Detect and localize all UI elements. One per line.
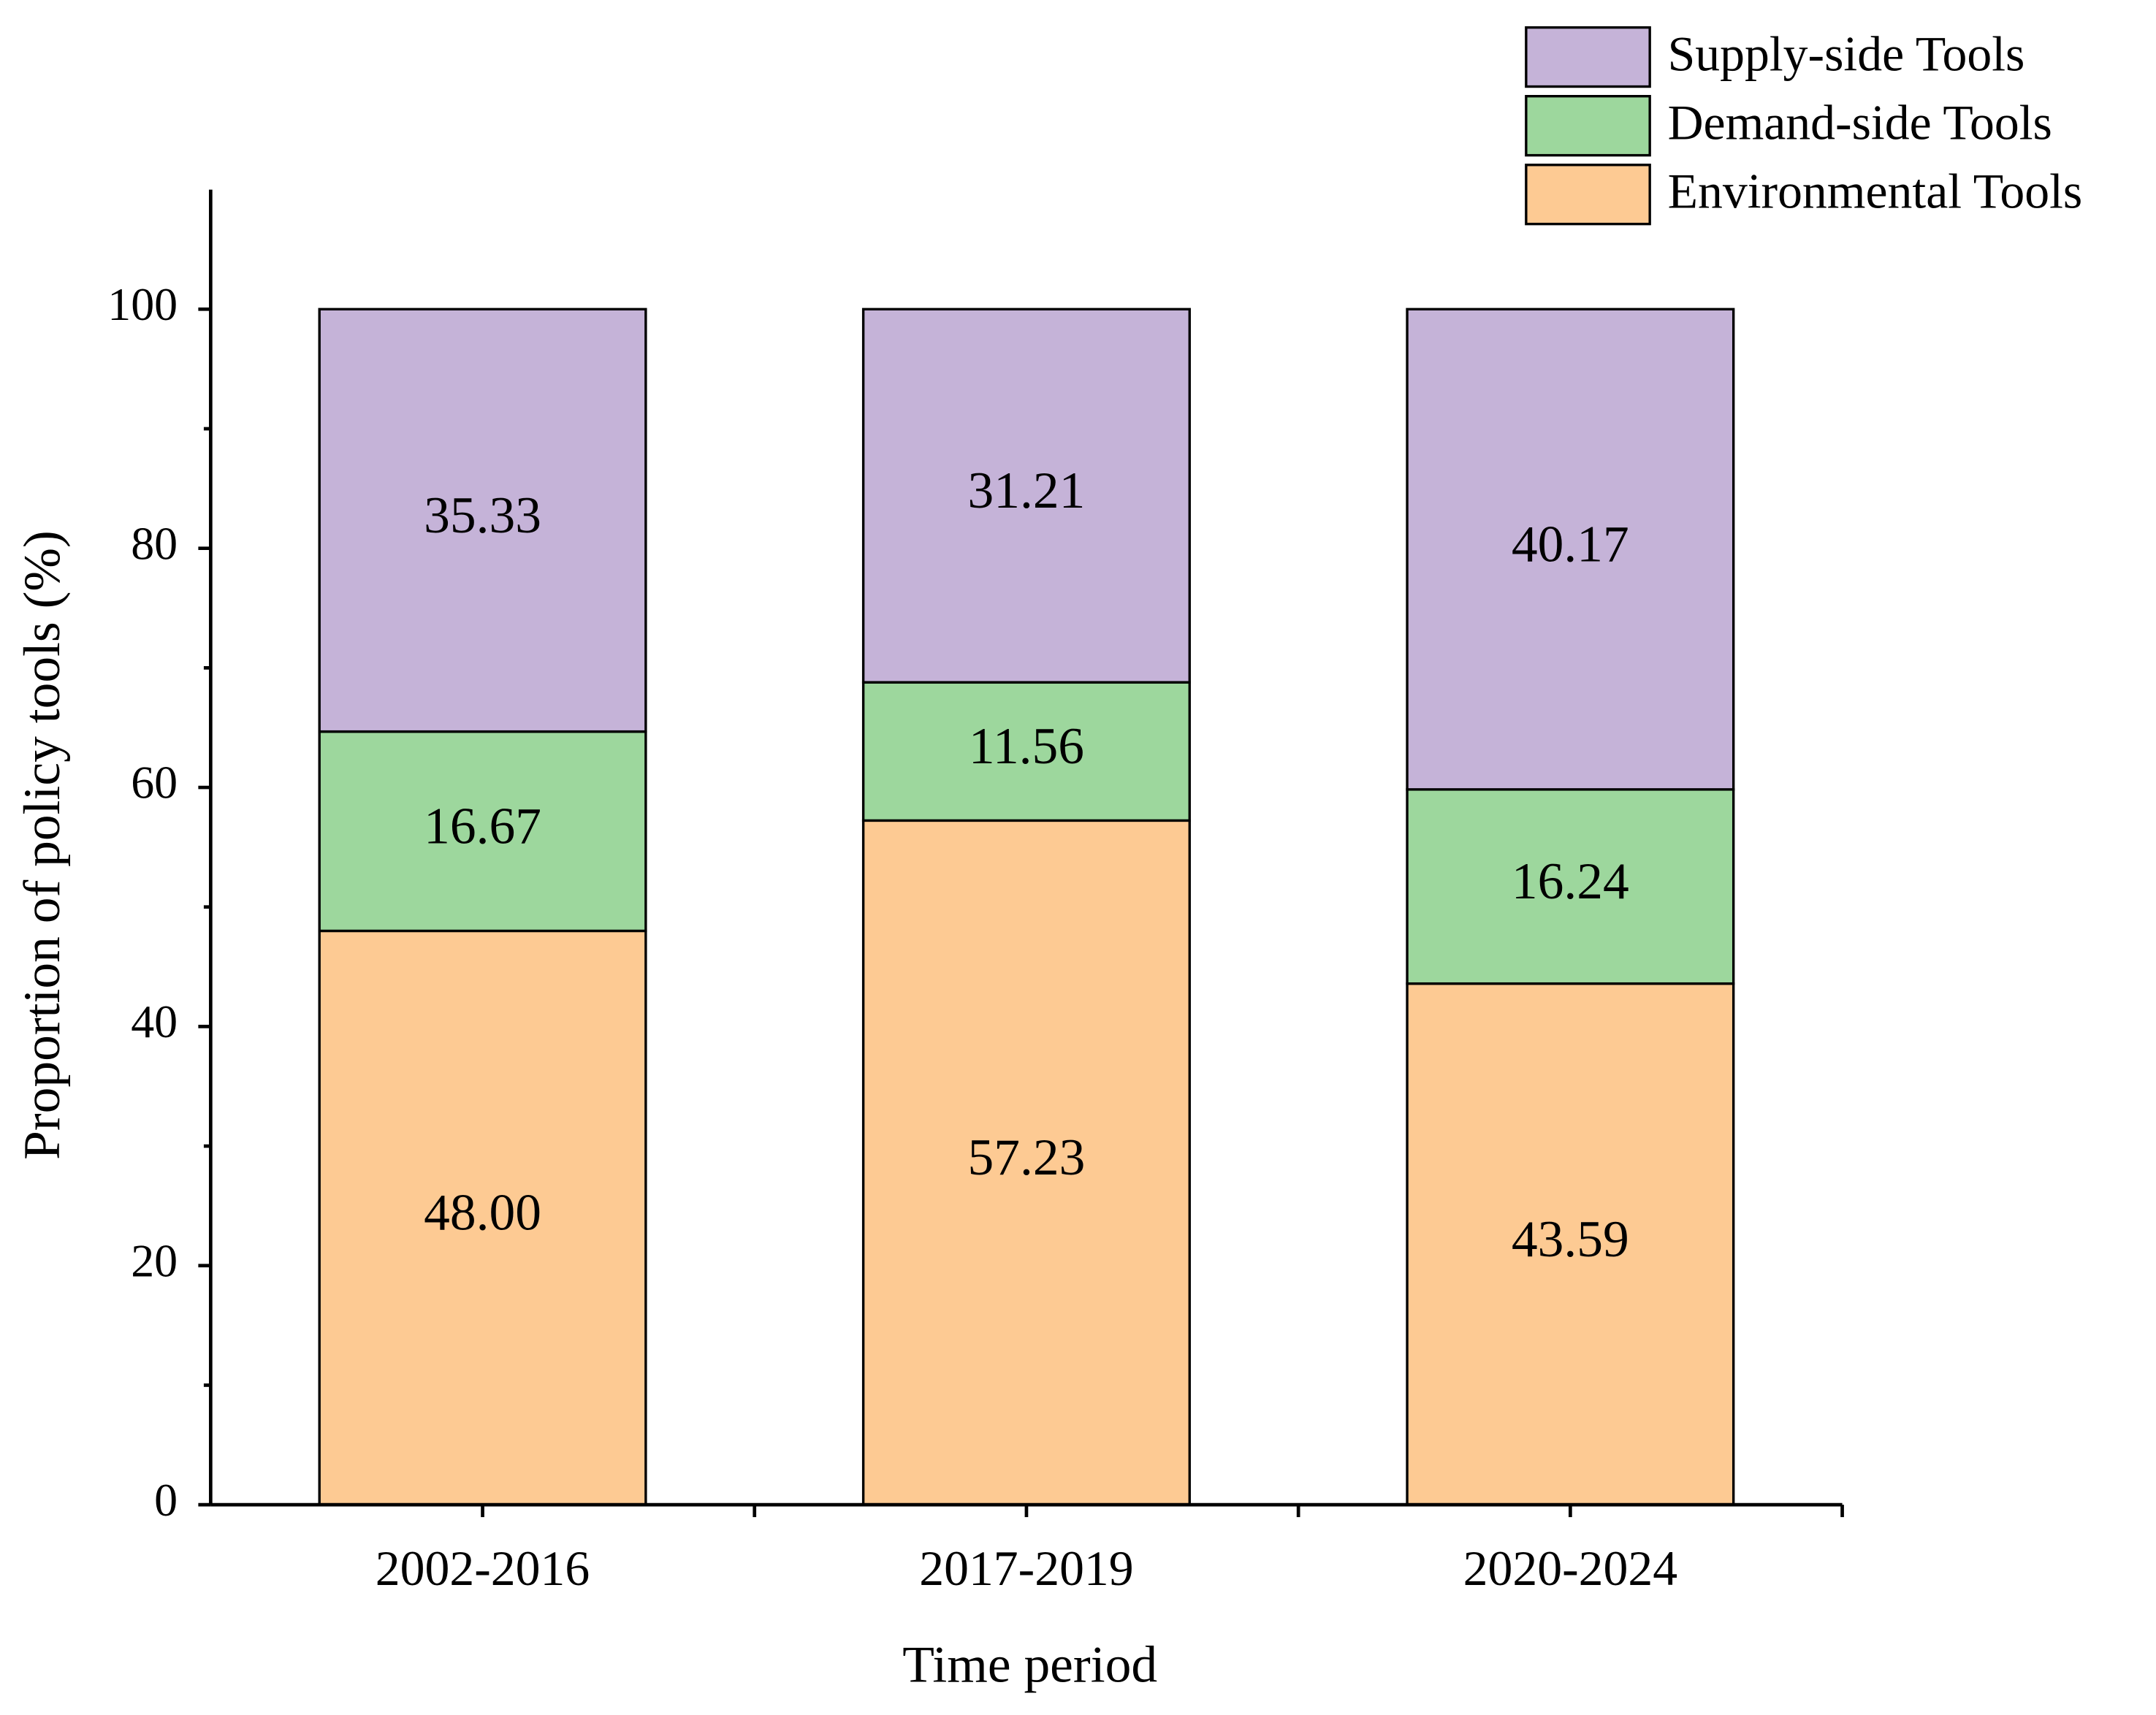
y-tick-label: 80	[131, 517, 178, 569]
legend-label: Environmental Tools	[1668, 164, 2083, 219]
legend-swatch	[1525, 95, 1651, 157]
bar-segment	[1406, 308, 1735, 791]
data-label: 31.21	[968, 462, 1086, 519]
legend-swatch	[1525, 164, 1651, 226]
data-label: 16.24	[1512, 852, 1629, 910]
bar-segment	[318, 929, 647, 1506]
bar-segment	[861, 681, 1191, 822]
data-label: 40.17	[1512, 515, 1629, 573]
y-axis-title: Proportion of policy tools (%)	[13, 530, 71, 1160]
y-tick-label: 20	[131, 1234, 178, 1286]
bar-segment	[1406, 788, 1735, 985]
legend-label: Demand-side Tools	[1668, 96, 2052, 150]
data-label: 35.33	[424, 486, 541, 544]
data-label: 43.59	[1512, 1210, 1629, 1268]
data-label: 11.56	[969, 717, 1084, 775]
y-tick-label: 0	[154, 1474, 178, 1526]
bar-segment	[861, 308, 1191, 684]
y-tick-label: 100	[107, 278, 178, 330]
x-tick-label: 2020-2024	[1463, 1541, 1677, 1596]
y-tick-label: 40	[131, 996, 178, 1047]
legend-swatch	[1525, 26, 1651, 88]
legend-label: Supply-side Tools	[1668, 26, 2025, 81]
data-label: 48.00	[424, 1184, 541, 1242]
y-tick-label: 60	[131, 757, 178, 809]
x-tick-label: 2002-2016	[376, 1541, 590, 1596]
bar-segment	[318, 308, 647, 733]
data-label: 57.23	[968, 1128, 1086, 1186]
data-label: 16.67	[424, 797, 541, 855]
x-axis-title: Time period	[902, 1635, 1157, 1693]
x-tick-label: 2017-2019	[919, 1541, 1133, 1596]
bar-segment	[861, 819, 1191, 1506]
bar-segment	[318, 730, 647, 933]
